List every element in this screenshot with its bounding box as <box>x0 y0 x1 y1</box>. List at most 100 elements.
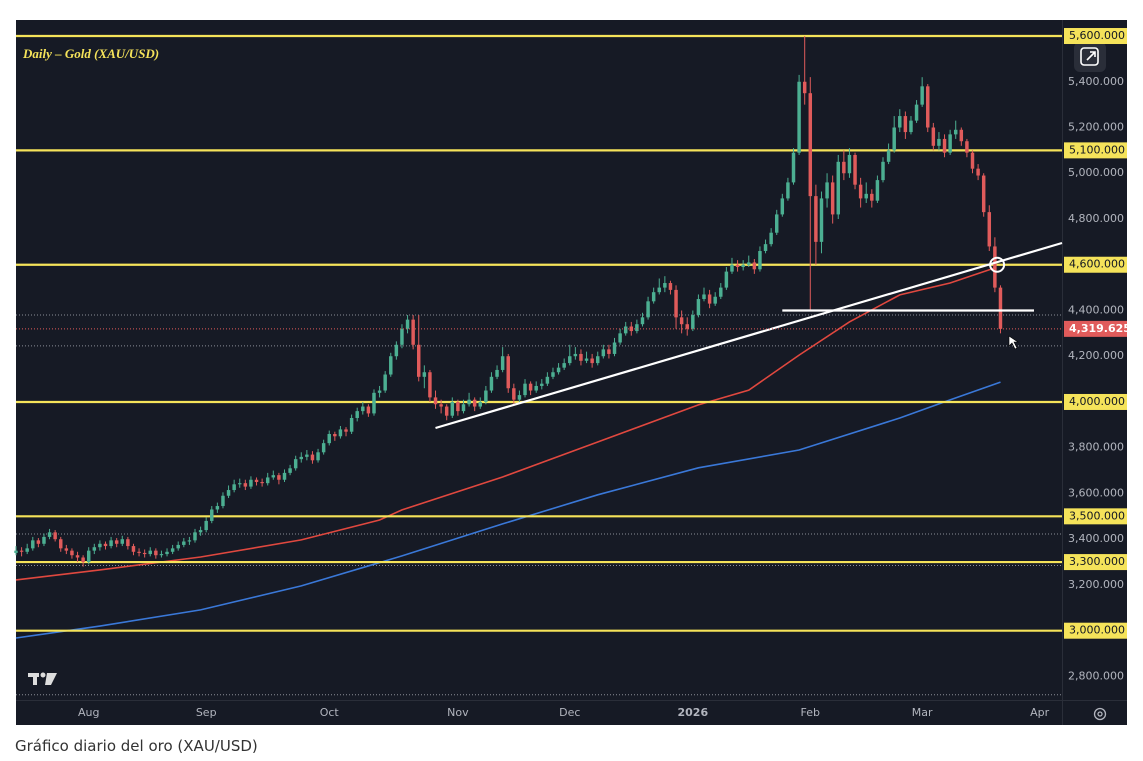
candle-body <box>914 104 919 121</box>
candle-body <box>696 299 701 316</box>
candle-body <box>551 372 555 377</box>
candle-body <box>187 540 192 542</box>
candle-body <box>344 429 348 432</box>
candle-body <box>657 287 661 293</box>
candle-body <box>338 429 343 437</box>
candle-body <box>260 482 264 484</box>
y-tick-label: 3,800.000 <box>1068 441 1124 454</box>
candle-body <box>148 550 152 555</box>
candle-body <box>568 356 572 364</box>
last-price-box <box>1064 320 1127 337</box>
y-tick-label: 4,400.000 <box>1068 303 1124 316</box>
candle-body <box>702 294 706 300</box>
level-label-box <box>1064 554 1127 571</box>
candle-body <box>42 536 46 544</box>
candle-body <box>349 417 354 432</box>
candle-body <box>691 315 695 329</box>
level-label: 3,500.000 <box>1069 509 1125 522</box>
y-tick-label: 3,600.000 <box>1068 486 1124 499</box>
last-price-label: 4,319.625 <box>1069 322 1131 335</box>
candle-body <box>109 540 113 547</box>
candle-body <box>685 324 689 329</box>
candle-body <box>651 292 656 302</box>
candle-body <box>886 150 891 162</box>
expand-button[interactable] <box>1074 42 1106 72</box>
candle-body <box>484 390 488 402</box>
candle-body <box>540 383 544 386</box>
candle-body <box>467 399 471 405</box>
x-tick-label: Oct <box>320 706 340 719</box>
candle-body <box>293 459 298 469</box>
candle-body <box>909 120 913 133</box>
settings-button[interactable] <box>1093 707 1107 721</box>
candle-body <box>595 356 600 364</box>
candle-body <box>495 369 499 377</box>
candle-body <box>836 161 840 215</box>
candle-body <box>926 86 930 128</box>
candle-body <box>875 180 880 201</box>
candle-body <box>500 356 505 370</box>
candle-body <box>965 141 969 153</box>
candle-body <box>562 363 566 368</box>
level-label: 5,100.000 <box>1069 143 1125 156</box>
candle-body <box>472 399 477 407</box>
candle-body <box>607 349 611 354</box>
candle-body <box>819 198 824 242</box>
candle-body <box>14 550 18 553</box>
level-label: 5,600.000 <box>1069 29 1125 42</box>
candle-body <box>814 196 818 242</box>
candle-body <box>428 372 432 398</box>
level-label-box <box>1064 142 1127 159</box>
x-tick-label: Sep <box>196 706 217 719</box>
candle-body <box>439 404 443 407</box>
y-tick-label: 4,200.000 <box>1068 349 1124 362</box>
candle-body <box>333 433 337 437</box>
candle-body <box>528 383 533 391</box>
candle-body <box>327 433 331 444</box>
x-tick-label: Nov <box>447 706 469 719</box>
candle-body <box>81 557 85 563</box>
candle-body <box>103 543 108 547</box>
candle-body <box>679 317 684 325</box>
candle-body <box>858 184 863 199</box>
candle-body <box>226 490 231 496</box>
candle-body <box>993 246 997 288</box>
candle-body <box>948 134 952 153</box>
candle-body <box>674 289 678 318</box>
candle-body <box>405 319 410 329</box>
candle-body <box>361 406 365 412</box>
candle-body <box>389 356 393 375</box>
level-label: 3,300.000 <box>1069 555 1125 568</box>
candle-body <box>159 554 164 556</box>
candle-body <box>394 344 399 357</box>
candle-body <box>305 454 309 457</box>
candle-body <box>797 81 801 153</box>
candle-body <box>243 483 248 487</box>
candle-body <box>573 353 578 357</box>
candle-body <box>238 483 242 485</box>
candle-body <box>377 390 382 393</box>
candle-body <box>640 317 645 325</box>
x-tick-label: Aug <box>78 706 99 719</box>
candle-body <box>780 198 785 215</box>
candle-body <box>98 543 102 548</box>
candle-body <box>774 214 779 233</box>
chart-title: Daily – Gold (XAU/USD) <box>22 46 159 61</box>
candle-body <box>808 93 813 197</box>
candle-body <box>53 532 57 540</box>
candle-body <box>931 127 936 146</box>
candle-body <box>92 547 97 551</box>
trend-line <box>435 241 1063 430</box>
moving-average <box>15 381 1001 639</box>
candle-body <box>970 152 975 169</box>
candle-body <box>131 546 136 552</box>
candle-body <box>618 333 622 343</box>
candle-body <box>517 395 522 400</box>
candle-body <box>534 385 538 391</box>
level-label-box <box>1064 393 1127 410</box>
candle-body <box>444 406 449 416</box>
candle-body <box>976 168 980 176</box>
candle-body <box>953 129 958 135</box>
y-tick-label: 5,400.000 <box>1068 75 1124 88</box>
